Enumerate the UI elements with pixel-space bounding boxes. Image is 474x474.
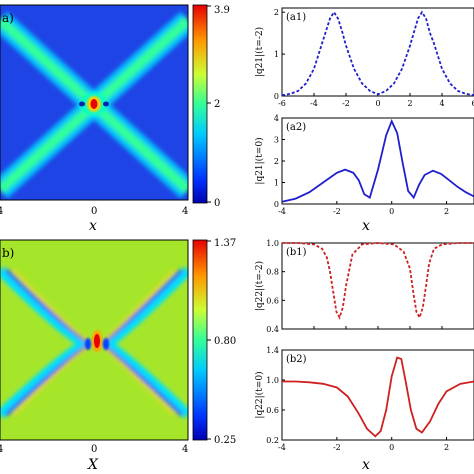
colorbar-b-max: 1.37 [214, 238, 236, 249]
a1-series-line [281, 10, 474, 97]
b2-ytick-label: 0.6 [266, 406, 279, 415]
colorbar-b: 1.37 0.80 0.25 [192, 238, 236, 446]
heatmap-b-xlabel: X [87, 457, 99, 473]
a1-xtick-label: 4 [439, 99, 444, 108]
b2-ytick-label: 1.4 [266, 346, 279, 355]
a1-xtick-label: 2 [407, 99, 412, 108]
b1-series-line [282, 242, 474, 320]
a2-ytick-label: 1 [274, 179, 279, 188]
colorbar-a: 3.9 2 0 [192, 4, 230, 209]
a1-axes-frame [281, 7, 474, 97]
b2-xtick-label: 2 [444, 443, 449, 452]
b1-panel-label: (b1) [286, 247, 307, 258]
b1-axes-frame [281, 242, 474, 330]
heatmap-b-peak [85, 330, 109, 352]
a1-panel-label: (a1) [286, 12, 306, 23]
heatmap-b: b) 4 0 4 X [0, 239, 189, 473]
a2-ytick-label: 2 [274, 157, 279, 166]
a1-xtick-label: -6 [278, 99, 286, 108]
a2-ylabel: |q21|(t=0) [254, 137, 265, 184]
a2-ytick-label: 3 [274, 136, 279, 145]
b1-ytick-label: 0.4 [266, 325, 279, 334]
b2-series-line [282, 356, 474, 438]
b2-ytick-label: 1.0 [266, 376, 279, 385]
a2-xtick-label: -4 [278, 207, 286, 216]
b2-xtick-label: -2 [333, 443, 341, 452]
b1-ytick-label: 0.6 [266, 296, 279, 305]
a1-ylabel: |q21|(t=-2) [254, 27, 265, 77]
heatmap-b-xtick-left: 4 [0, 444, 3, 455]
line-panel-a2: 0 1 2 3 4 -4 -2 0 2 (a2) |q21|(t=0) [254, 114, 474, 216]
b2-axes-frame [281, 349, 474, 441]
a2-ytick-label: 4 [274, 114, 279, 123]
line-panel-b1: 0.4 0.6 0.8 1.0 (b1) |q22|(t=-2) [254, 239, 474, 334]
a2-ytick-label: 0 [274, 200, 279, 209]
a1-xtick-label: -2 [342, 99, 350, 108]
b1-ytick-label: 0.8 [266, 268, 279, 277]
heatmap-a-label: a) [2, 11, 14, 25]
colorbar-a-mid: 2 [214, 99, 220, 110]
b2-xtick-label: -4 [278, 443, 286, 452]
a1-xtick-label: 6 [471, 99, 474, 108]
line-panel-a1: 0 1 2 -6 -4 -2 0 2 4 6 (a1) |q21|(t=-2) [254, 7, 474, 108]
a1-ytick-label: 0 [274, 92, 279, 101]
b2-ytick-label: 0.2 [266, 436, 279, 445]
a1-ytick-label: 2 [274, 8, 279, 17]
heatmap-b-label: b) [2, 246, 14, 260]
a2-xtick-label: 0 [389, 207, 394, 216]
heatmap-a-peak [79, 93, 109, 115]
b2-xtick-label: 0 [389, 443, 394, 452]
a1-xtick-label: -4 [310, 99, 318, 108]
heatmap-a: a) 4 0 4 x [0, 4, 189, 234]
b1-ylabel: |q22|(t=-2) [254, 261, 265, 311]
a2-xtick-label: -2 [333, 207, 341, 216]
b2-ylabel: |q22|(t=0) [254, 371, 265, 418]
colorbar-b-min: 0.25 [214, 435, 236, 446]
heatmap-a-xtick-right: 4 [182, 206, 188, 217]
a1-ytick-label: 1 [274, 50, 279, 59]
line-panel-b2: 0.2 0.6 1.0 1.4 -4 -2 0 2 (b2) |q22|(t=0) [254, 346, 474, 452]
heatmap-b-xtick-right: 4 [182, 444, 188, 455]
panel-a2-xlabel: x [362, 218, 370, 234]
heatmap-b-xtick-mid: 0 [91, 444, 97, 455]
a2-series-line [281, 118, 474, 203]
a2-panel-label: (a2) [286, 122, 306, 133]
panel-b2-xlabel: x [362, 457, 370, 473]
heatmap-a-xlabel: x [89, 218, 97, 234]
colorbar-a-min: 0 [214, 198, 220, 209]
heatmap-a-xtick-left: 4 [0, 206, 3, 217]
colorbar-a-max: 3.9 [214, 5, 230, 16]
b2-panel-label: (b2) [286, 354, 307, 365]
b1-ytick-label: 1.0 [266, 239, 279, 248]
a1-xtick-label: 0 [375, 99, 380, 108]
colorbar-b-mid: 0.80 [214, 336, 236, 347]
a2-xtick-label: 2 [444, 207, 449, 216]
heatmap-a-xtick-mid: 0 [91, 206, 97, 217]
